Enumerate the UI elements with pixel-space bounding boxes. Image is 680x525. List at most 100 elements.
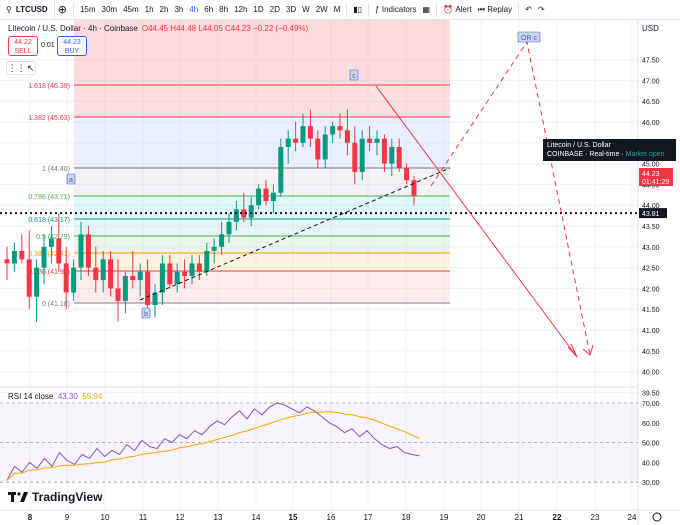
candle-body <box>263 188 269 202</box>
sell-price: 44.22 <box>14 39 32 46</box>
candle-body <box>315 138 321 160</box>
drag-handle-icon: ⋮⋮ <box>7 62 26 73</box>
fib-level-label: 0.236 (41.94) <box>28 269 70 276</box>
interval-15m[interactable]: 15m <box>79 5 96 14</box>
point-c-label-box <box>349 69 359 81</box>
candle-body <box>159 263 165 293</box>
candle-body <box>85 234 91 268</box>
candle-body <box>270 192 276 202</box>
tooltip-feed: Real-time <box>589 151 620 158</box>
fib-zone <box>74 20 450 85</box>
candle-body <box>204 250 210 272</box>
candle-body <box>411 180 417 196</box>
interval-3d[interactable]: 3D <box>285 5 297 14</box>
rsi-tick-label: 60.00 <box>642 421 660 428</box>
interval-8h[interactable]: 8h <box>219 5 229 14</box>
price-tick-label: 45.00 <box>642 162 660 169</box>
fib-level-label: 0 (41.18) <box>42 301 70 308</box>
layout-icon[interactable]: ▦ <box>422 5 431 14</box>
point-a-label: a <box>69 177 73 184</box>
candle-body <box>322 134 328 160</box>
price-tick-label: 42.00 <box>642 286 660 293</box>
price-chart[interactable]: 1.618 (46.39) 1.382 (45.63) 1 (44.40) 0.786… <box>0 20 680 525</box>
candle-body <box>78 234 84 268</box>
candle-body <box>278 146 284 193</box>
current-price-badge <box>639 168 673 186</box>
fib-zone <box>74 236 450 253</box>
interval-3h[interactable]: 3h <box>174 5 184 14</box>
top-toolbar: ⚲ LTCUSD ⊕ 15m 30m 45m 1h 2h 3h 4h 6h 8h… <box>0 0 680 20</box>
fib-zone <box>74 219 450 236</box>
dotted-level-badge <box>639 208 667 219</box>
interval-w[interactable]: W <box>302 5 310 14</box>
candle-body <box>189 263 195 276</box>
rsi-tick-label: 30.00 <box>642 480 660 487</box>
point-or-c-label-box <box>517 31 541 43</box>
undo-icon[interactable]: ↶ <box>525 5 532 14</box>
fib-zone <box>74 168 450 196</box>
tooltip-exchange: COINBASE <box>547 151 584 158</box>
candle-body <box>344 130 350 143</box>
symbol-title: Litecoin / U.S. Dollar · 4h · Coinbase <box>8 24 138 33</box>
buy-label: BUY <box>64 48 80 55</box>
candle-body <box>115 288 121 301</box>
replay-button[interactable]: ⏮ Replay <box>477 4 513 15</box>
candle-body <box>293 138 299 143</box>
interval-2h[interactable]: 2h <box>159 5 169 14</box>
fib-level-label: 0.786 (43.71) <box>28 194 70 201</box>
candle-body <box>211 246 217 251</box>
current-price-label: 44.23 <box>642 171 660 178</box>
interval-1d[interactable]: 1D <box>253 5 264 14</box>
interval-4h[interactable]: 4h <box>189 5 199 14</box>
indicators-icon: ƒ <box>375 5 380 14</box>
interval-m[interactable]: M <box>333 5 341 14</box>
currency-label: USD <box>642 24 659 33</box>
tradingview-logo[interactable]: TradingView <box>8 490 102 504</box>
interval-30m[interactable]: 30m <box>101 5 118 14</box>
sell-button[interactable]: 44.22 SELL <box>8 36 38 56</box>
alarm-icon: ⏰ <box>443 5 454 14</box>
symbol-search[interactable]: ⚲ LTCUSD <box>0 0 55 20</box>
alert-button[interactable]: ⏰ Alert <box>443 5 472 14</box>
market-status: Market open <box>625 151 665 158</box>
candle-body <box>233 209 239 222</box>
candle-body <box>137 271 143 281</box>
drawing-tools-toggle[interactable]: ⋮⋮ ↖ <box>6 61 36 75</box>
redo-icon[interactable]: ↷ <box>537 5 545 14</box>
time-tick-label: 14 <box>252 513 261 522</box>
candle-body <box>63 263 69 293</box>
interval-2w[interactable]: 2W <box>315 5 328 14</box>
compare-symbol-button[interactable]: ⊕ <box>57 4 67 16</box>
interval-1h[interactable]: 1h <box>144 5 154 14</box>
bar-style-icon[interactable]: ▮▯ <box>353 5 363 14</box>
price-tick-label: 47.00 <box>642 78 660 85</box>
rsi-value: 43.30 <box>57 392 78 401</box>
price-tick-label: 43.50 <box>642 224 660 231</box>
price-tick-label: 46.00 <box>642 120 660 127</box>
fib-level-label: 0.382 (42.41) <box>28 251 70 258</box>
indicators-button[interactable]: ƒ Indicators <box>375 5 417 14</box>
candle-body <box>367 138 373 143</box>
time-tick-label: 19 <box>440 513 449 522</box>
interval-45m[interactable]: 45m <box>123 5 139 14</box>
dashed-trendline <box>139 167 451 301</box>
candle-body <box>26 259 32 297</box>
candle-body <box>145 271 151 306</box>
price-tick-label: 41.50 <box>642 307 660 314</box>
point-a-label-box <box>66 173 76 185</box>
time-tick-label: 11 <box>139 513 148 522</box>
price-tick-label: 43.00 <box>642 245 660 252</box>
time-tick-label: 17 <box>364 513 373 522</box>
interval-2d[interactable]: 2D <box>269 5 280 14</box>
candle-body <box>337 126 343 131</box>
time-tick-label: 20 <box>477 513 486 522</box>
interval-6h[interactable]: 6h <box>204 5 214 14</box>
settings-gear-icon[interactable] <box>652 512 662 522</box>
buy-button[interactable]: 44.23 BUY <box>57 36 87 56</box>
interval-12h[interactable]: 12h <box>234 5 248 14</box>
fib-zone <box>74 253 450 271</box>
countdown-label: 01:41:29 <box>642 179 669 186</box>
point-b-label-box <box>141 307 151 319</box>
projection-line <box>375 85 578 358</box>
rsi-line <box>6 402 420 481</box>
